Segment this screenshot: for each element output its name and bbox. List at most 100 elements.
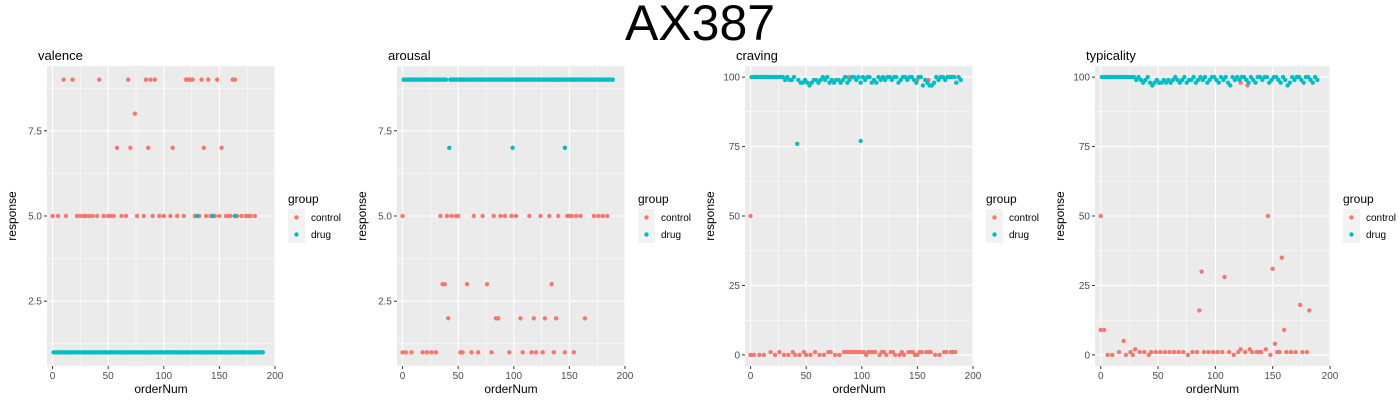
x-axis-title: orderNum — [134, 382, 187, 396]
data-point-control — [1153, 349, 1158, 355]
data-point-control — [55, 213, 61, 219]
data-point-control — [1307, 308, 1312, 313]
data-point-control — [786, 352, 791, 358]
data-point-control — [206, 77, 211, 82]
panel-title: valence — [38, 48, 83, 63]
data-point-drug — [1145, 74, 1150, 80]
data-point-control — [119, 213, 124, 219]
data-point-control — [1281, 327, 1287, 333]
panel-title: craving — [736, 48, 778, 63]
data-point-control — [252, 213, 258, 219]
legend-label-drug: drug — [661, 230, 681, 241]
data-point-control — [232, 77, 238, 82]
data-point-control — [781, 352, 787, 358]
data-point-control — [170, 145, 175, 151]
data-point-drug — [1264, 74, 1270, 80]
legend-marker-control — [644, 215, 649, 220]
data-point-control — [582, 316, 588, 321]
y-tick-label: 0 — [1084, 350, 1090, 361]
x-tick-label: 100 — [505, 371, 522, 382]
data-point-control — [469, 350, 474, 355]
data-point-control — [1201, 349, 1207, 355]
data-point-control — [471, 213, 476, 219]
y-axis-title: response — [1053, 191, 1067, 241]
y-tick-label: 75 — [1079, 142, 1091, 153]
data-point-drug — [856, 74, 861, 80]
panel-arousal: 0 50 100 150 200 2.5 5.0 7.5 arousal orderNum resp… — [355, 48, 691, 396]
data-point-control — [520, 350, 525, 355]
data-point-control — [475, 350, 481, 355]
data-point-control — [1098, 327, 1103, 333]
panel-title: arousal — [388, 48, 431, 63]
y-tick-label: 2.5 — [28, 297, 42, 308]
data-point-control — [509, 213, 514, 219]
data-point-control — [146, 145, 151, 151]
data-point-control — [1171, 349, 1177, 355]
data-point-drug — [447, 145, 452, 151]
legend-marker-drug — [1349, 232, 1354, 237]
x-tick-label: 150 — [561, 371, 578, 382]
data-point-control — [777, 349, 782, 355]
x-tick-label: 200 — [965, 371, 982, 382]
data-point-control — [892, 352, 898, 358]
data-point-control — [161, 213, 166, 219]
data-point-control — [1130, 352, 1136, 358]
x-tick-label: 150 — [211, 371, 228, 382]
data-point-control — [1181, 349, 1186, 355]
y-tick-label: 0 — [734, 350, 740, 361]
data-point-control — [498, 213, 503, 219]
data-point-control — [1190, 349, 1195, 355]
x-tick-label: 100 — [853, 371, 870, 382]
data-point-drug — [443, 77, 449, 82]
data-point-control — [141, 213, 146, 219]
x-tick-label: 100 — [155, 371, 172, 382]
legend-label-drug: drug — [1009, 230, 1029, 241]
data-point-drug — [1301, 80, 1306, 85]
data-point-control — [757, 352, 762, 358]
data-point-control — [1300, 349, 1305, 355]
data-point-drug — [825, 74, 830, 80]
data-point-control — [562, 350, 568, 355]
data-point-control — [1284, 349, 1289, 355]
data-point-control — [50, 213, 55, 219]
data-point-control — [812, 349, 818, 355]
data-point-control — [1148, 349, 1154, 355]
data-point-control — [751, 352, 757, 358]
y-tick-label: 7.5 — [28, 126, 42, 137]
data-point-control — [152, 77, 158, 82]
data-point-control — [114, 145, 120, 151]
x-tick-label: 0 — [1098, 371, 1104, 382]
legend: group control drug — [1343, 192, 1396, 243]
data-point-drug — [1191, 74, 1196, 80]
legend-label-control: control — [1366, 213, 1396, 224]
data-point-drug — [1283, 77, 1288, 83]
data-point-control — [400, 350, 405, 355]
data-point-control — [174, 213, 180, 219]
data-point-drug — [1287, 80, 1293, 85]
data-point-control — [148, 77, 153, 82]
x-tick-label: 50 — [1152, 371, 1164, 382]
data-point-control — [433, 350, 439, 355]
panel-craving: 0 50 100 150 200 0 25 50 75 100 craving orderNum res… — [703, 48, 1039, 396]
data-point-control — [1132, 347, 1138, 352]
data-point-control — [591, 213, 597, 219]
y-tick-label: 25 — [729, 281, 741, 292]
data-point-control — [821, 352, 827, 358]
data-point-control — [578, 213, 583, 219]
data-point-drug — [610, 77, 615, 82]
data-point-control — [108, 213, 113, 219]
data-point-control — [872, 349, 878, 355]
data-point-drug — [232, 213, 238, 219]
x-tick-label: 200 — [1322, 371, 1339, 382]
data-point-drug — [867, 74, 872, 80]
legend: group control drug — [288, 192, 341, 243]
data-point-control — [1268, 352, 1273, 358]
y-tick-label: 100 — [723, 73, 740, 84]
y-axis-title: response — [355, 191, 369, 241]
data-point-drug — [931, 80, 937, 85]
legend-title: group — [638, 192, 669, 206]
data-point-control — [94, 213, 100, 219]
data-point-drug — [914, 80, 919, 85]
data-point-control — [157, 213, 162, 219]
